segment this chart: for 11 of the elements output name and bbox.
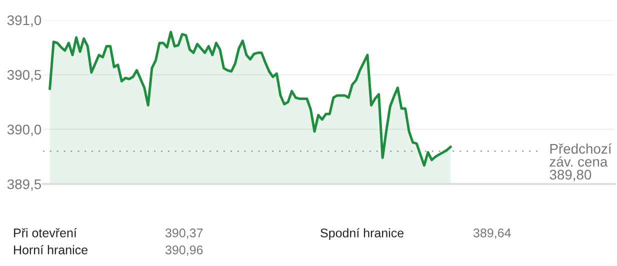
text: 390,37 bbox=[165, 228, 203, 239]
text: 389,64 bbox=[473, 228, 511, 239]
y-tick-label: 390,5 bbox=[7, 70, 42, 82]
text: Spodní hranice bbox=[320, 228, 404, 240]
text: Při otevření bbox=[14, 228, 77, 238]
y-tick-label: 389,5 bbox=[7, 179, 42, 191]
ref-line-label: Předchozí záv. cena 389,80 bbox=[550, 143, 612, 182]
y-tick-label: 391,0 bbox=[7, 15, 42, 27]
text: Horní hranice bbox=[14, 245, 88, 254]
text: 390,96 bbox=[165, 246, 203, 256]
y-tick-label: 390,0 bbox=[7, 124, 42, 136]
